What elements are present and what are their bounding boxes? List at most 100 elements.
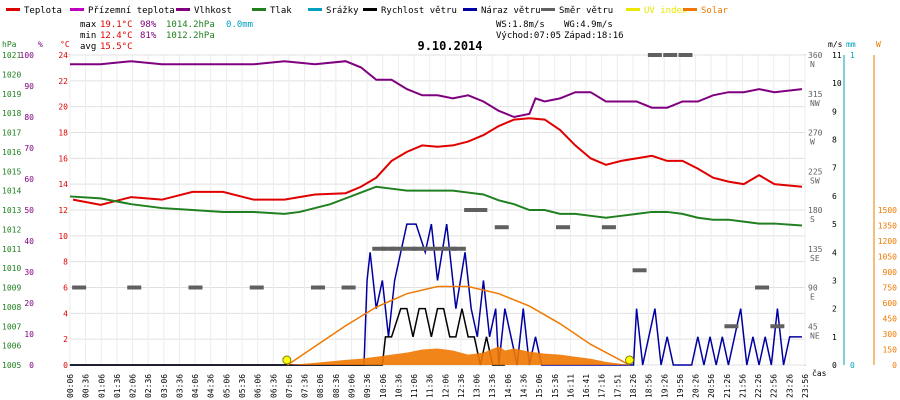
wind-direction-mark (464, 208, 479, 212)
pct-tick-label: 30 (24, 268, 34, 277)
x-tick-label: 13:06 (473, 374, 482, 398)
wind-direction-mark (421, 246, 436, 251)
legend-swatch (6, 8, 20, 11)
left-axes: hPa1021102010191018101710161015101410131… (2, 40, 70, 370)
dir-tick-label: 90 (808, 284, 818, 293)
x-tick-label: 20:26 (692, 374, 701, 398)
pct-unit-label: % (38, 40, 43, 49)
series-layer (69, 53, 803, 366)
temp-tick-label: 4 (63, 309, 68, 318)
wind-direction-mark (601, 225, 616, 230)
legend-label: Vlhkost (194, 6, 232, 16)
hpa-tick-label: 1016 (2, 148, 21, 157)
wind-direction-mark (770, 324, 785, 329)
w-tick-label: 1350 (878, 222, 897, 231)
pct-tick-label: 40 (24, 237, 34, 246)
x-tick-label: 12:06 (441, 374, 450, 398)
x-tick-label: 19:56 (676, 374, 685, 398)
w-tick-label: 1200 (878, 237, 897, 246)
hpa-unit-label: hPa (2, 40, 17, 49)
ms-tick-label: 6 (832, 192, 837, 201)
x-tick-label: 21:26 (723, 374, 732, 398)
legend: 9.10.2014 Teplota Přízemní teplota Vlhkost… (6, 6, 729, 53)
x-tick-label: 14:06 (504, 374, 513, 398)
wind-direction-mark (433, 246, 448, 251)
x-tick-label: 18:56 (645, 374, 654, 398)
mm-tick-label: 1 (850, 51, 855, 60)
x-tick-label: 05:06 (222, 374, 231, 398)
ms-tick-label: 3 (832, 276, 837, 285)
x-tick-label: 16:41 (582, 374, 591, 398)
temp-tick-label: 24 (58, 51, 68, 60)
temp-tick-label: 2 (63, 335, 68, 344)
ms-tick-label: 9 (832, 107, 837, 116)
stats-max-label: max (80, 20, 97, 30)
temp-tick-label: 6 (63, 284, 68, 293)
w-tick-label: 900 (883, 268, 898, 277)
hpa-tick-label: 1011 (2, 245, 21, 254)
solar-measured-area (287, 346, 630, 365)
ms-tick-label: 4 (832, 248, 837, 257)
x-tick-label: 01:36 (113, 374, 122, 398)
x-tick-label: 11:06 (410, 374, 419, 398)
hpa-tick-label: 1017 (2, 129, 21, 138)
legend-label: Rychlost větru (381, 6, 457, 16)
ms-tick-label: 2 (832, 305, 837, 314)
temp-tick-label: 10 (58, 232, 68, 241)
dir-tick-label: 135 (808, 245, 823, 254)
mm-tick-label: 0 (850, 361, 855, 370)
wind-direction-mark (372, 246, 387, 251)
hpa-tick-label: 1013 (2, 206, 21, 215)
temp-tick-label: 14 (58, 180, 68, 189)
dir-tick-name: S (810, 215, 815, 224)
wind-direction-mark (678, 53, 693, 57)
ms-tick-label: 11 (832, 51, 842, 60)
legend-swatch (363, 8, 377, 11)
temp-unit-label: °C (60, 40, 70, 49)
stats-max-temp: 19.1°C (100, 20, 133, 30)
x-tick-label: 05:36 (238, 374, 247, 398)
w-tick-label: 300 (883, 330, 898, 339)
pct-tick-label: 70 (24, 144, 34, 153)
legend-label: Solar (701, 6, 729, 16)
ms-tick-label: 10 (832, 79, 842, 88)
x-tick-label: 23:56 (801, 374, 810, 398)
pct-tick-label: 10 (24, 330, 34, 339)
chart-title: 9.10.2014 (417, 39, 482, 53)
legend-swatch (463, 8, 477, 11)
hpa-tick-label: 1019 (2, 90, 21, 99)
hpa-tick-label: 1006 (2, 342, 21, 351)
legend-label: Náraz větru (481, 6, 541, 16)
right-axes: 360N315NW270W225SW180S135SE90E45NEm/s111… (808, 40, 897, 370)
x-tick-label: 04:36 (207, 374, 216, 398)
wind-direction-mark (724, 324, 739, 329)
ms-tick-label: 1 (832, 333, 837, 342)
hpa-tick-label: 1008 (2, 303, 21, 312)
x-tick-label: 18:26 (629, 374, 638, 398)
stats-min-press: 1012.2hPa (166, 31, 215, 41)
x-tick-label: 03:36 (175, 374, 184, 398)
x-tick-label: 12:36 (457, 374, 466, 398)
temp-tick-label: 20 (58, 103, 68, 112)
wind-direction-mark (632, 268, 647, 273)
wind-direction-mark (188, 285, 203, 290)
legend-label: Přízemní teplota (88, 6, 175, 16)
x-tick-label: 22:26 (754, 374, 763, 398)
ms-tick-label: 0 (832, 361, 837, 370)
x-tick-label: 16:11 (566, 374, 575, 398)
pct-tick-label: 80 (24, 113, 34, 122)
legend-label: Teplota (24, 6, 62, 16)
hpa-tick-label: 1018 (2, 109, 21, 118)
wind-direction-mark (412, 246, 427, 251)
wind-direction-mark (341, 285, 356, 290)
dir-tick-name: W (810, 138, 815, 147)
x-tick-label: 02:06 (129, 374, 138, 398)
stats-max-press: 1014.2hPa (166, 20, 215, 30)
x-tick-label: 19:26 (660, 374, 669, 398)
sunset-marker (625, 355, 635, 365)
wind-direction-mark (473, 208, 488, 212)
legend-label: Směr větru (559, 6, 613, 16)
hpa-tick-label: 1020 (2, 70, 21, 79)
legend-label: Tlak (270, 6, 292, 16)
hpa-tick-label: 1012 (2, 225, 21, 234)
